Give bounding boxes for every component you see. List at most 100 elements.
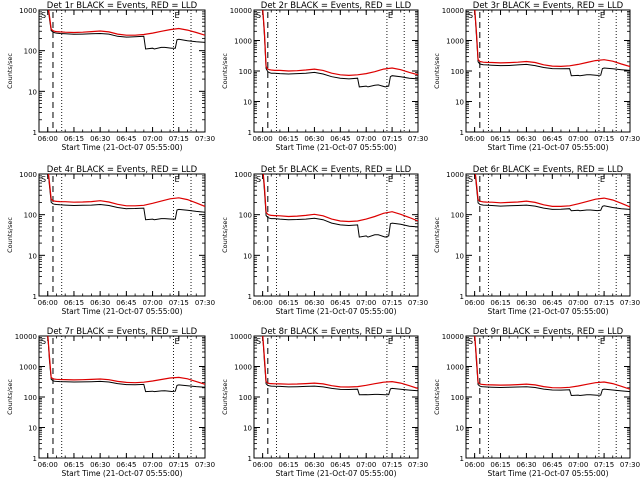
start-flag-letter: S	[256, 337, 261, 346]
detector-panel: Det 4r BLACK = Events, RED = LLD Counts/s…	[6, 165, 215, 316]
y-tick-label: 10	[28, 425, 37, 433]
y-tick-label: 100	[24, 394, 37, 402]
y-tick-label: 10	[455, 425, 464, 433]
x-tick-label: 06:15	[278, 461, 298, 469]
panel-title: Det 6r BLACK = Events, RED = LLD	[473, 165, 624, 175]
events-series-line	[262, 10, 418, 88]
plot-frame	[465, 173, 631, 297]
y-tick-label: 1	[33, 293, 37, 301]
panel-title: Det 5r BLACK = Events, RED = LLD	[261, 165, 412, 175]
series-group	[262, 336, 418, 396]
y-tick-label: 10	[243, 425, 252, 433]
events-series-line	[474, 174, 630, 212]
x-tick-label: 06:15	[64, 135, 84, 143]
lld-series-line	[262, 174, 418, 223]
plot-frame	[253, 335, 419, 459]
panel-title: Det 3r BLACK = Events, RED = LLD	[473, 1, 624, 11]
end-flag-letter: E	[175, 175, 180, 184]
y-axis-label: Counts/sec	[221, 53, 229, 89]
x-tick-label: 06:45	[330, 299, 350, 307]
end-flag-letter: E	[175, 337, 180, 346]
end-flag-letter: E	[600, 11, 605, 20]
y-axis-label: Counts/sec	[6, 53, 14, 89]
y-tick-label: 10	[243, 252, 252, 260]
x-axis-label: Start Time (21-Oct-07 05:55:00)	[61, 469, 182, 478]
end-flag-letter: E	[600, 337, 605, 346]
x-tick-label: 06:30	[304, 299, 324, 307]
x-tick-label: 06:30	[304, 135, 324, 143]
y-tick-label: 1000	[19, 364, 37, 372]
x-tick-label: 06:15	[64, 299, 84, 307]
y-tick-label: 100	[24, 48, 37, 56]
y-tick-label: 1000	[446, 171, 464, 179]
y-tick-label: 10	[455, 99, 464, 107]
x-tick-label: 07:00	[142, 135, 162, 143]
series-group	[474, 336, 630, 397]
y-tick-label: 1	[33, 455, 37, 463]
panel-title: Det 8r BLACK = Events, RED = LLD	[261, 327, 412, 337]
x-tick-label: 07:30	[195, 135, 215, 143]
x-axis-label: Start Time (21-Oct-07 05:55:00)	[487, 307, 608, 316]
x-axis-label: Start Time (21-Oct-07 05:55:00)	[61, 143, 182, 152]
events-series-line	[47, 174, 205, 221]
x-tick-label: 06:30	[90, 299, 110, 307]
series-group	[474, 10, 630, 77]
x-tick-label: 07:30	[408, 135, 428, 143]
y-axis-label: Counts/sec	[433, 217, 441, 253]
x-tick-label: 07:15	[594, 461, 614, 469]
end-flag-letter: E	[600, 175, 605, 184]
x-tick-label: 06:30	[304, 461, 324, 469]
detector-panel: Det 8r BLACK = Events, RED = LLD Counts/s…	[221, 327, 428, 478]
events-series-line	[474, 10, 630, 77]
start-flag-letter: S	[41, 11, 46, 20]
y-tick-label: 1	[248, 129, 252, 137]
lld-series-line	[474, 10, 630, 68]
x-tick-label: 07:30	[620, 299, 640, 307]
y-tick-label: 1	[248, 293, 252, 301]
start-flag-letter: S	[468, 337, 473, 346]
series-group	[262, 174, 418, 238]
panel-title: Det 9r BLACK = Events, RED = LLD	[473, 327, 624, 337]
x-tick-label: 06:30	[516, 135, 536, 143]
x-tick-label: 06:15	[490, 299, 510, 307]
y-tick-label: 1000	[234, 38, 252, 46]
y-tick-label: 1	[248, 455, 252, 463]
x-tick-label: 07:30	[408, 461, 428, 469]
y-tick-label: 10	[243, 99, 252, 107]
x-tick-label: 06:45	[542, 135, 562, 143]
x-tick-label: 06:00	[38, 461, 58, 469]
lld-series-line	[48, 10, 205, 36]
y-tick-label: 100	[239, 212, 252, 220]
detector-panel: Det 1r BLACK = Events, RED = LLD Counts/s…	[6, 1, 215, 152]
x-tick-label: 06:30	[90, 135, 110, 143]
x-axis-label: Start Time (21-Oct-07 05:55:00)	[487, 143, 608, 152]
lld-series-line	[474, 174, 630, 208]
start-flag-letter: S	[256, 175, 261, 184]
x-tick-label: 06:00	[253, 461, 273, 469]
series-group	[47, 10, 205, 50]
x-tick-label: 06:00	[38, 299, 58, 307]
start-flag-letter: S	[468, 11, 473, 20]
x-tick-label: 07:30	[195, 461, 215, 469]
panel-title: Det 4r BLACK = Events, RED = LLD	[47, 165, 198, 175]
y-tick-label: 1	[460, 129, 464, 137]
panel-title: Det 7r BLACK = Events, RED = LLD	[47, 327, 198, 337]
x-tick-label: 06:45	[116, 461, 136, 469]
x-tick-label: 06:45	[330, 461, 350, 469]
x-tick-label: 07:00	[142, 299, 162, 307]
x-tick-label: 06:15	[490, 461, 510, 469]
x-tick-label: 06:00	[253, 135, 273, 143]
x-tick-label: 06:00	[38, 135, 58, 143]
y-tick-label: 1	[460, 455, 464, 463]
y-tick-label: 100	[24, 212, 37, 220]
x-axis-label: Start Time (21-Oct-07 05:55:00)	[275, 469, 396, 478]
x-tick-label: 07:30	[620, 461, 640, 469]
series-group	[47, 336, 205, 393]
y-tick-label: 1000	[19, 171, 37, 179]
y-tick-label: 10	[455, 252, 464, 260]
events-series-line	[262, 336, 418, 396]
x-tick-label: 07:00	[568, 461, 588, 469]
y-tick-label: 100	[451, 394, 464, 402]
end-flag-letter: E	[388, 11, 393, 20]
